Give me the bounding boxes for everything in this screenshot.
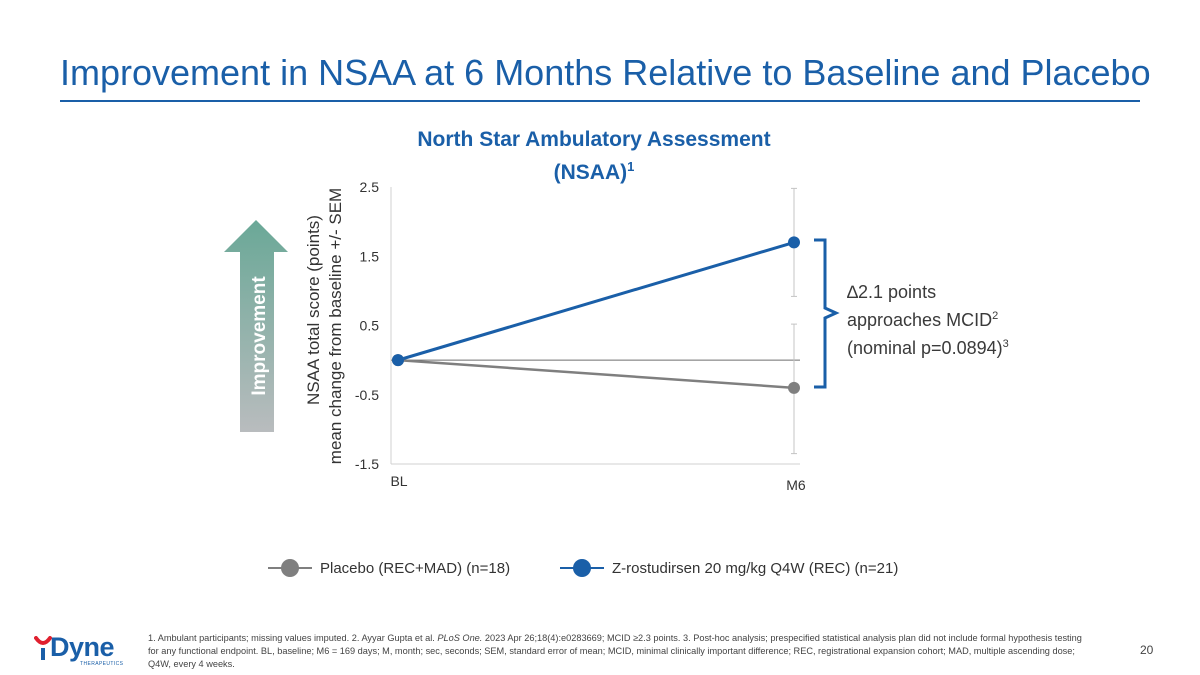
y-axis-label-line1: NSAA total score (points) [304,215,323,405]
legend-placebo: Placebo (REC+MAD) (n=18) [268,553,510,583]
y-tick-label: 2.5 [360,179,380,195]
y-tick-label: 1.5 [360,248,380,264]
dyne-logo-subtitle: THERAPEUTICS [80,661,124,667]
x-tick-label: M6 [786,477,806,493]
chart-title-sub-line: (NSAA)1 [394,153,794,186]
y-tick-label: 0.5 [360,318,380,334]
placebo-series-line [397,358,795,390]
slide-title: Improvement in NSAA at 6 Months Relative… [60,52,1151,93]
annotation-pvalue-line: (nominal p=0.0894)3 [847,332,1009,360]
x-tick-label: BL [390,473,407,489]
y-tick-label: -1.5 [355,456,379,472]
zrostudirsen-series-line [397,240,795,362]
annotation-mcid-line: approaches MCID2 [847,304,1009,332]
footnote-journal: PLoS One. [437,633,483,643]
difference-annotation: ∆2.1 points approaches MCID2 (nominal p=… [847,280,1009,360]
zrostudirsen-point-m6 [788,236,800,249]
chart-title: North Star Ambulatory Assessment (NSAA)1 [394,126,794,186]
zrostudirsen-point-bl [392,354,404,367]
footnote: 1. Ambulant participants; missing values… [148,632,1088,671]
dyne-logo: Dyne THERAPEUTICS [34,632,144,667]
dyne-logo-mark-icon [34,636,52,660]
difference-bracket [814,238,840,389]
page-number: 20 [1140,643,1154,657]
improvement-label: Improvement [249,276,270,396]
annotation-pvalue: (nominal p=0.0894) [847,338,1003,358]
y-tick-label: -0.5 [355,387,379,403]
legend-zrostudirsen: Z-rostudirsen 20 mg/kg Q4W (REC) (n=21) [560,553,898,583]
annotation-mcid-ref: 2 [992,310,999,322]
title-divider [60,100,1140,102]
annotation-mcid: approaches MCID [847,310,993,330]
legend-placebo-label: Placebo (REC+MAD) (n=18) [320,559,511,577]
footnote-part1: 1. Ambulant participants; missing values… [148,633,438,643]
chart-title-footnote-ref: 1 [627,159,635,174]
y-axis-label-line2: mean change from baseline +/- SEM [326,188,345,464]
legend-zrostudirsen-label: Z-rostudirsen 20 mg/kg Q4W (REC) (n=21) [612,559,899,577]
legend-placebo-swatch [268,553,312,583]
chart-title-sub: (NSAA) [553,161,628,184]
chart-title-main: North Star Ambulatory Assessment [417,128,771,151]
plot-area: 2.5 1.5 0.5 -0.5 -1.5 BL M6 [355,179,806,493]
placebo-point-m6 [788,381,800,394]
annotation-pvalue-ref: 3 [1002,338,1009,350]
footnote-part2: 2023 Apr 26;18(4):e0283669; MCID ≥2.3 po… [148,633,1082,669]
dyne-logo-word: Dyne [50,632,115,662]
annotation-delta: ∆2.1 points [847,282,937,302]
improvement-arrow [224,220,288,432]
legend-zrostudirsen-swatch [560,553,604,583]
